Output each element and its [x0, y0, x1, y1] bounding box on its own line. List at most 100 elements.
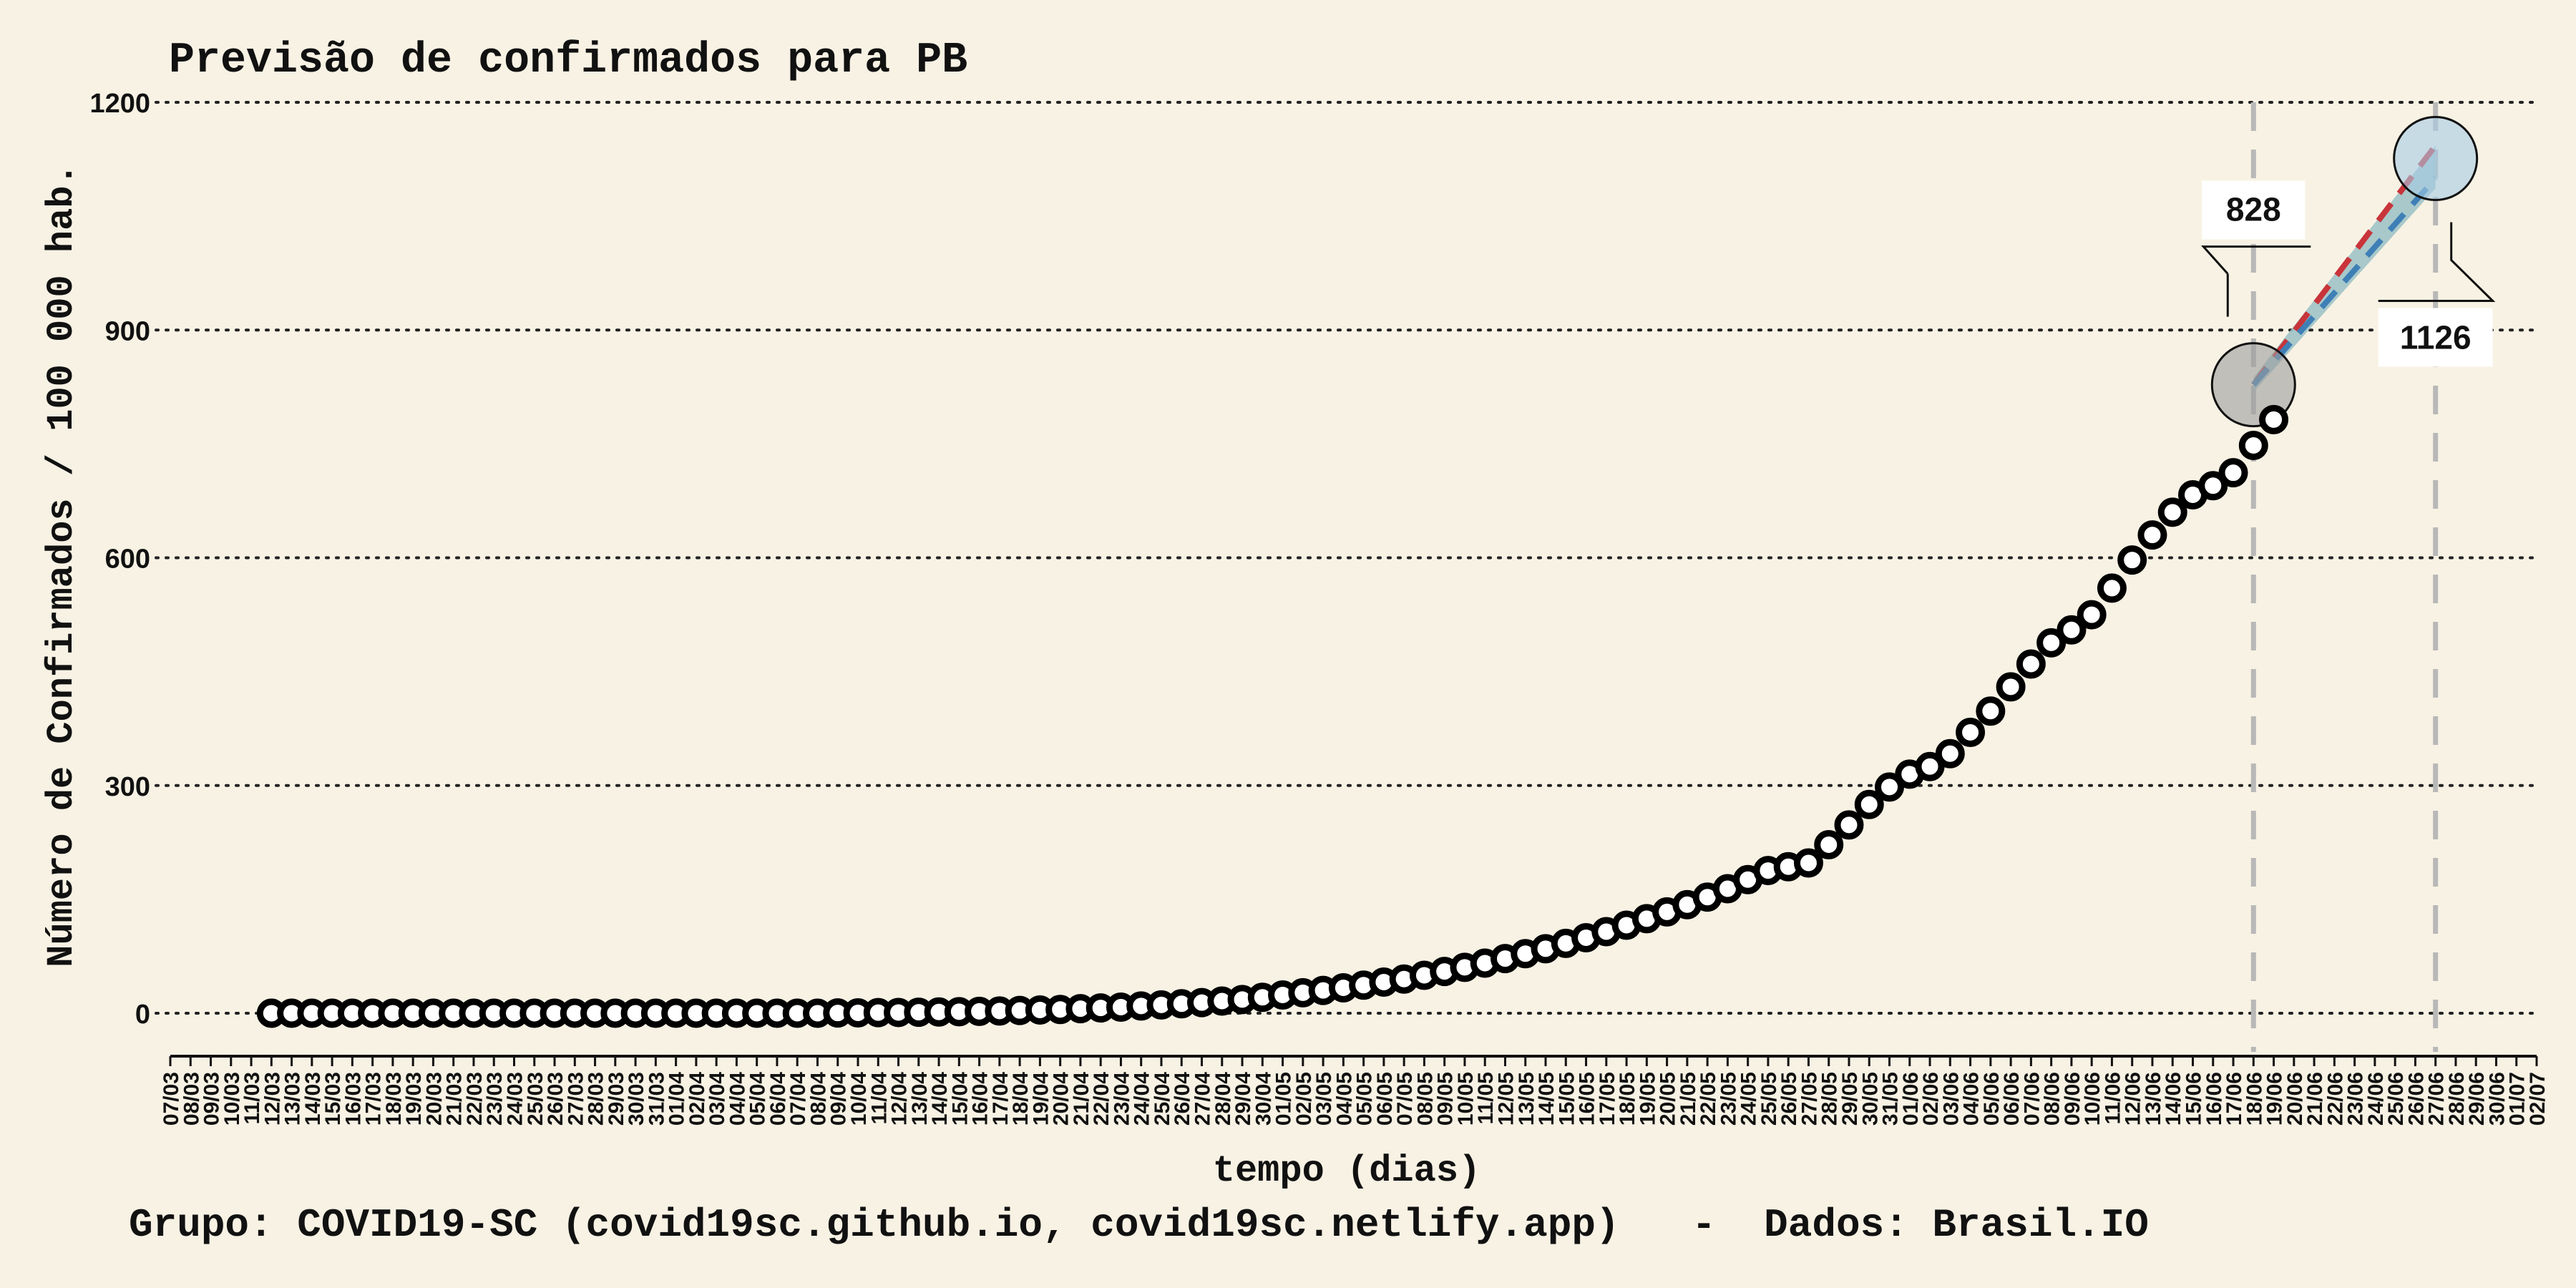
annotation-label: 1126: [2400, 319, 2472, 356]
x-tick-label: 05/04: [746, 1072, 770, 1126]
forecast-line-blue: [2251, 176, 2438, 387]
x-tick-label: 22/03: [463, 1072, 487, 1126]
x-tick-label: 24/06: [2364, 1072, 2388, 1126]
x-tick-label: 21/05: [1677, 1072, 1700, 1126]
x-tick-label: 12/04: [888, 1072, 912, 1126]
x-tick-label: 11/04: [867, 1072, 891, 1125]
x-tick-label: 01/04: [665, 1072, 689, 1126]
x-tick-label: 09/06: [2061, 1072, 2084, 1126]
x-tick-label: 20/06: [2283, 1072, 2307, 1126]
x-tick-label: 10/06: [2081, 1072, 2104, 1126]
x-tick-label: 13/05: [1515, 1072, 1538, 1126]
y-tick-label: 900: [105, 316, 150, 346]
x-tick-label: 07/03: [160, 1072, 183, 1126]
x-tick-label: 15/03: [321, 1072, 345, 1126]
x-tick-label: 03/06: [1939, 1072, 1963, 1126]
x-tick-label: 23/03: [483, 1072, 507, 1126]
x-tick-label: 17/05: [1596, 1072, 1619, 1126]
x-tick-label: 08/06: [2041, 1072, 2064, 1126]
reference-lines: [2250, 102, 2439, 1052]
x-tick-label: 21/06: [2303, 1072, 2327, 1126]
data-point: [1793, 848, 1823, 878]
data-point: [2137, 520, 2167, 550]
x-tick-label: 30/05: [1858, 1072, 1882, 1126]
x-tick-label: 06/05: [1373, 1072, 1397, 1126]
x-tick-label: 07/04: [786, 1072, 810, 1126]
x-tick-label: 11/05: [1474, 1072, 1498, 1124]
label-box: [2202, 180, 2306, 240]
x-tick-label: 17/04: [989, 1072, 1013, 1126]
data-point: [2117, 545, 2147, 575]
x-tick-label: 09/04: [827, 1072, 851, 1126]
x-tick-label: 12/05: [1494, 1072, 1518, 1126]
data-point: [2218, 458, 2248, 488]
x-tick-label: 13/03: [281, 1072, 305, 1126]
x-tick-label: 26/03: [544, 1072, 567, 1126]
x-tick-label: 01/07: [2506, 1072, 2529, 1126]
x-tick-label: 04/05: [1332, 1072, 1356, 1126]
x-tick-label: 25/03: [524, 1072, 547, 1126]
data-point: [2057, 615, 2087, 645]
x-tick-label: 12/03: [260, 1072, 284, 1126]
x-tick-label: 29/04: [1231, 1072, 1255, 1126]
x-tick-label: 15/04: [948, 1072, 972, 1126]
x-tick-label: 11/06: [2101, 1072, 2124, 1124]
x-tick-label: 28/06: [2445, 1072, 2469, 1126]
x-tick-label: 29/06: [2465, 1072, 2489, 1126]
x-tick-label: 20/05: [1657, 1072, 1680, 1126]
x-tick-label: 06/04: [766, 1072, 790, 1126]
x-tick-label: 16/03: [341, 1072, 365, 1126]
data-point: [1935, 738, 1965, 769]
x-tick-label: 26/06: [2404, 1072, 2428, 1126]
x-tick-label: 29/05: [1838, 1072, 1862, 1126]
x-tick-label: 17/06: [2223, 1072, 2246, 1126]
x-tick-label: 02/04: [686, 1072, 709, 1126]
label-leader: [2200, 245, 2311, 275]
x-tick-label: 05/06: [1980, 1072, 2004, 1126]
x-tick-label: 06/06: [2000, 1072, 2024, 1126]
data-point: [1996, 672, 2026, 702]
data-point: [1854, 789, 1884, 819]
x-tick-label: 03/04: [706, 1072, 729, 1126]
x-tick-label: 08/04: [806, 1072, 830, 1126]
x-tick-label: 22/06: [2323, 1072, 2347, 1126]
x-tick-label: 08/03: [180, 1072, 203, 1126]
highlight-circle: [2393, 116, 2479, 202]
x-tick-label: 24/04: [1131, 1072, 1154, 1126]
x-tick-label: 15/05: [1555, 1072, 1579, 1126]
x-tick-label: 24/03: [504, 1072, 527, 1126]
data-point: [2157, 497, 2187, 527]
annotation-label: 828: [2226, 191, 2281, 228]
data-point: [2238, 430, 2268, 460]
x-tick-label: 18/03: [382, 1072, 406, 1126]
x-tick-label: 13/06: [2142, 1072, 2165, 1126]
data-point: [1915, 751, 1945, 781]
label-box: [2378, 308, 2493, 367]
data-point: [1814, 829, 1844, 859]
x-tick-label: 11/03: [240, 1072, 264, 1124]
x-tick-label: 30/04: [1252, 1072, 1275, 1126]
x-tick-label: 14/05: [1535, 1072, 1558, 1126]
y-axis-label: Número de Confirmados / 100 000 hab.: [41, 163, 83, 967]
x-tick-label: 17/03: [362, 1072, 386, 1126]
x-tick-label: 28/05: [1818, 1072, 1842, 1126]
x-tick-label: 02/05: [1292, 1072, 1316, 1126]
x-tick-label: 19/04: [1029, 1072, 1053, 1126]
data-point: [2077, 600, 2107, 630]
data-point: [2016, 649, 2046, 679]
x-tick-label: 01/06: [1899, 1072, 1923, 1126]
x-tick-label: 25/05: [1757, 1072, 1781, 1126]
x-tick-label: 04/04: [726, 1072, 749, 1126]
y-tick-label: 300: [105, 772, 150, 802]
data-point: [1834, 810, 1864, 840]
x-tick-label: 20/03: [422, 1072, 446, 1126]
x-tick-label: 23/05: [1717, 1072, 1740, 1126]
x-tick-label: 19/03: [402, 1072, 426, 1126]
x-tick-label: 14/06: [2162, 1072, 2185, 1126]
x-tick-label: 12/06: [2122, 1072, 2145, 1126]
data-point: [1875, 772, 1905, 802]
x-tick-label: 08/05: [1413, 1072, 1437, 1126]
data-point: [1956, 717, 1986, 747]
x-tick-label: 07/05: [1393, 1072, 1417, 1126]
